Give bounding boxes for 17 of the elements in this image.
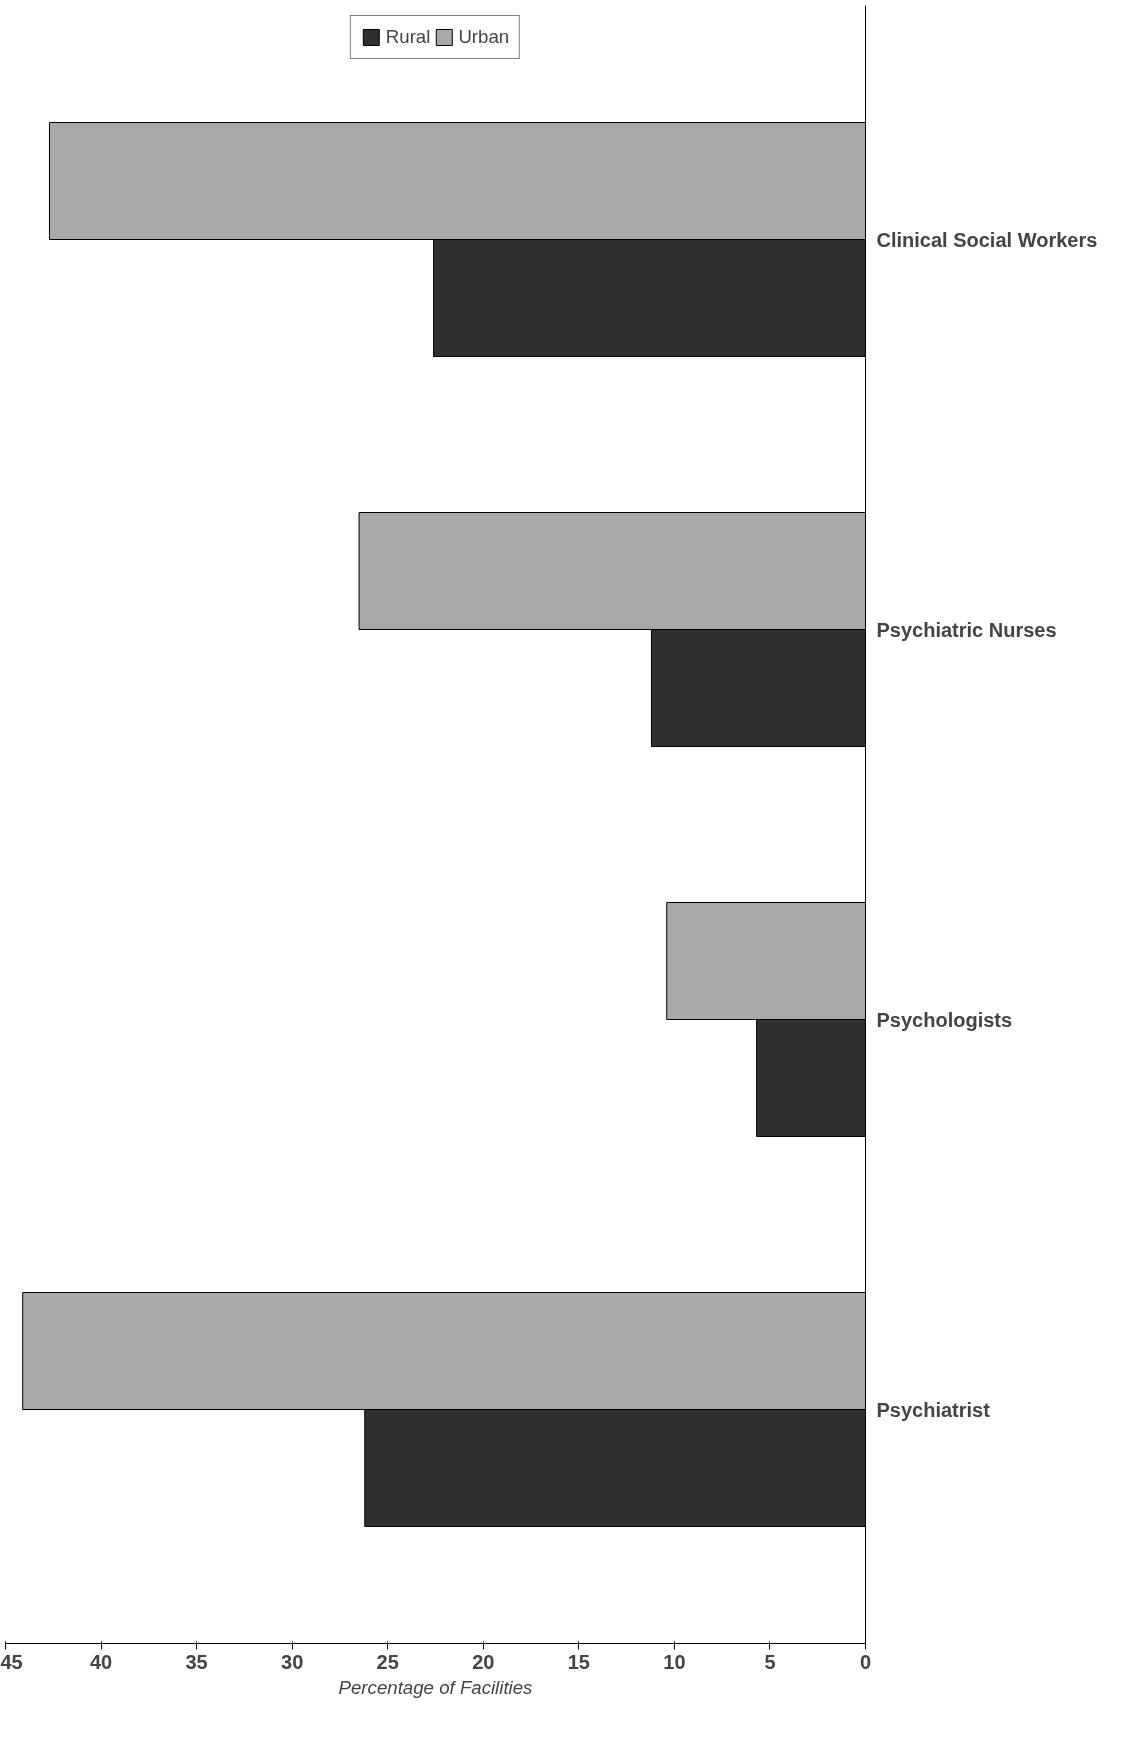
y-tick-label: Psychologists — [876, 1008, 1013, 1031]
legend-label: Rural — [385, 26, 431, 48]
legend-label: Urban — [458, 26, 510, 48]
x-tick-label: 40 — [89, 1650, 113, 1673]
x-tick-label: 20 — [472, 1650, 495, 1673]
x-tick-label: 30 — [281, 1650, 304, 1673]
x-tick-label: 35 — [185, 1650, 208, 1673]
y-tick-label: Clinical Social Workers — [876, 228, 1098, 251]
x-tick-label: 45 — [0, 1650, 23, 1673]
y-tick-label: Psychiatric Nurses — [876, 618, 1057, 641]
x-tick-label: 15 — [567, 1650, 590, 1673]
x-tick-label: 10 — [663, 1650, 686, 1673]
x-tick-label: 25 — [376, 1650, 399, 1673]
y-tick-label: Psychiatrist — [876, 1398, 991, 1421]
x-axis-title: Percentage of Facilities — [338, 1676, 533, 1698]
x-tick-label: 0 — [859, 1650, 872, 1673]
x-tick-label: 5 — [764, 1650, 776, 1673]
